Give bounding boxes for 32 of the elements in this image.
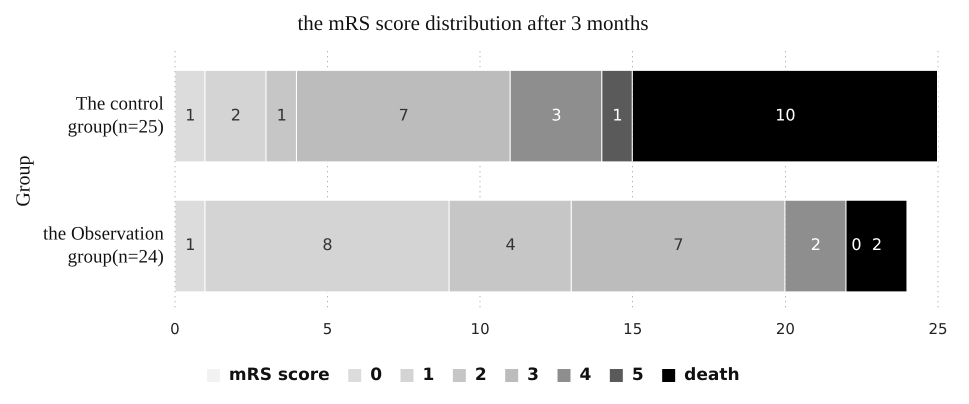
data-label: 1 bbox=[185, 235, 196, 254]
x-tick-label: 15 bbox=[623, 320, 642, 338]
y-axis-title: Group bbox=[12, 156, 34, 207]
y-tick-label: the Observation group(n=24) bbox=[43, 224, 164, 268]
legend-label: 1 bbox=[422, 364, 434, 385]
data-label: 0 bbox=[851, 235, 862, 254]
data-label: 2 bbox=[872, 235, 882, 254]
legend-label: 4 bbox=[580, 364, 592, 385]
x-tick-label: 5 bbox=[322, 320, 332, 338]
data-label: 2 bbox=[230, 105, 241, 124]
x-tick-label: 20 bbox=[776, 320, 795, 338]
data-label: 1 bbox=[612, 105, 623, 124]
chart-title: the mRS score distribution after 3 months bbox=[297, 11, 649, 36]
data-label: 1 bbox=[185, 105, 196, 124]
data-label: 8 bbox=[322, 235, 333, 254]
legend-label: 0 bbox=[370, 364, 382, 385]
data-label: 7 bbox=[398, 105, 409, 124]
legend-label: death bbox=[684, 364, 740, 385]
legend-label: 3 bbox=[527, 364, 540, 385]
legend-label: mRS score bbox=[228, 364, 330, 385]
data-label: 4 bbox=[506, 235, 516, 254]
legend-label: 2 bbox=[474, 364, 487, 385]
data-label: 3 bbox=[551, 105, 562, 124]
data-label: 7 bbox=[673, 235, 684, 254]
data-label: 2 bbox=[810, 235, 821, 254]
x-tick-label: 10 bbox=[470, 320, 490, 338]
x-tick-label: 0 bbox=[170, 320, 180, 338]
x-tick-label: 25 bbox=[928, 320, 948, 338]
data-label: 1 bbox=[276, 105, 287, 124]
legend-label: 5 bbox=[632, 364, 644, 385]
data-label: 10 bbox=[775, 105, 796, 124]
y-tick-label: The control group(n=25) bbox=[68, 94, 164, 138]
